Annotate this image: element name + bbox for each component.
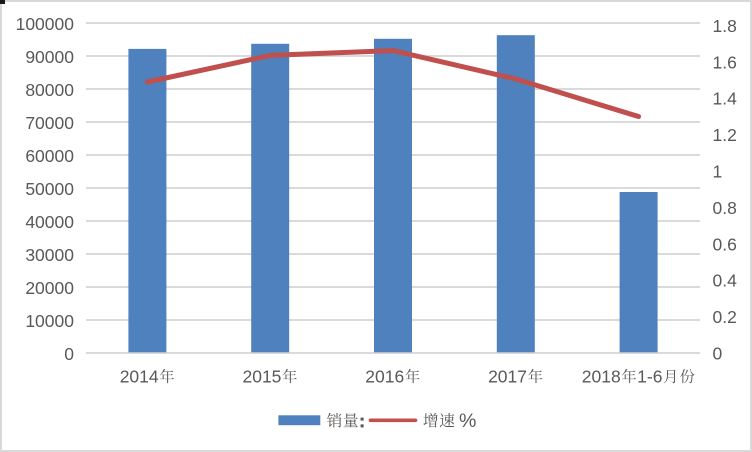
svg-text:2018: 2018 (582, 367, 621, 387)
svg-text:1.8: 1.8 (713, 16, 737, 36)
svg-text:1-6: 1-6 (637, 367, 662, 387)
svg-text:%: % (459, 410, 476, 432)
svg-text:20000: 20000 (25, 278, 74, 298)
svg-text:30000: 30000 (25, 245, 74, 265)
svg-text:0.2: 0.2 (713, 307, 737, 327)
svg-text:2017: 2017 (488, 367, 527, 387)
svg-text:70000: 70000 (25, 113, 74, 133)
svg-text:2015: 2015 (242, 367, 281, 387)
svg-text:1.2: 1.2 (713, 125, 737, 145)
svg-text:0.4: 0.4 (713, 271, 738, 291)
svg-text:10000: 10000 (25, 311, 74, 331)
svg-text:0: 0 (64, 344, 74, 364)
svg-text:1: 1 (713, 161, 723, 181)
svg-text:80000: 80000 (25, 80, 74, 100)
svg-text:1.4: 1.4 (713, 89, 738, 109)
svg-text:0.6: 0.6 (713, 234, 737, 254)
svg-text:0.8: 0.8 (713, 198, 737, 218)
svg-text:2016: 2016 (365, 367, 404, 387)
svg-text:1.6: 1.6 (713, 52, 737, 72)
svg-text:50000: 50000 (25, 179, 74, 199)
svg-text:40000: 40000 (25, 212, 74, 232)
svg-text:90000: 90000 (25, 47, 74, 67)
svg-text:60000: 60000 (25, 146, 74, 166)
svg-text:100000: 100000 (16, 14, 75, 34)
svg-text:0: 0 (713, 343, 723, 363)
svg-text:2014: 2014 (120, 367, 159, 387)
